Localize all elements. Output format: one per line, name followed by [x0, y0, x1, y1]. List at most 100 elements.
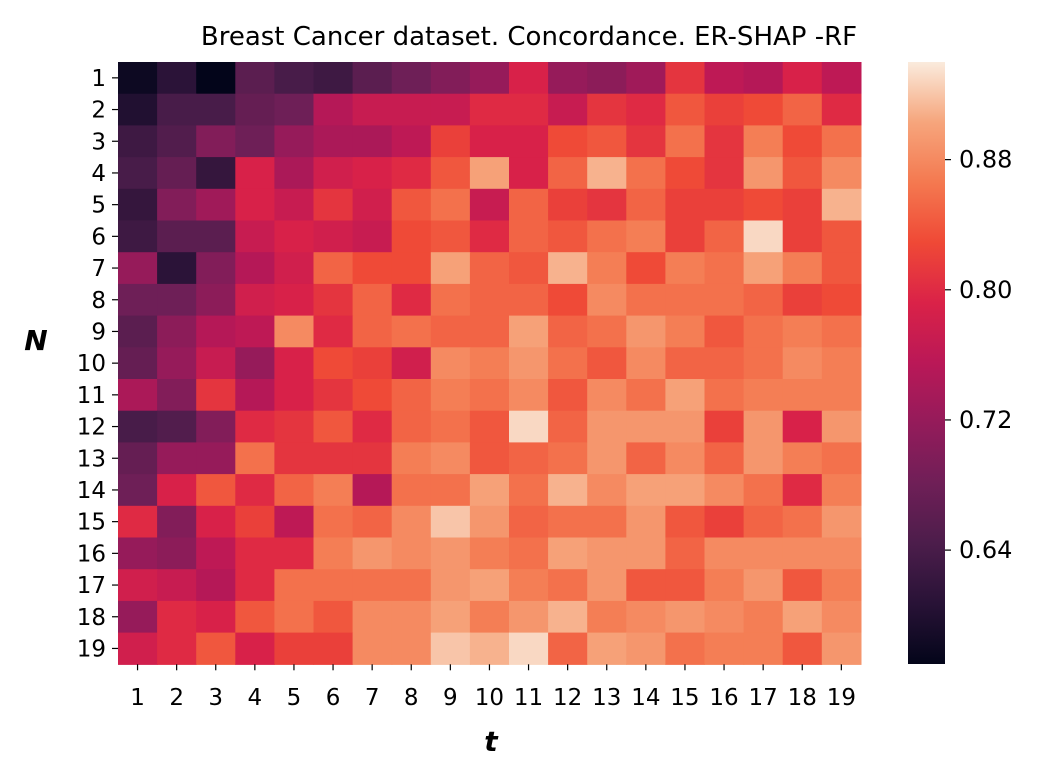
heatmap-cell	[587, 505, 627, 539]
heatmap-cell	[704, 252, 745, 285]
x-tick-label: 15	[670, 685, 699, 711]
heatmap-cell	[704, 220, 745, 253]
heatmap-cell	[626, 474, 666, 507]
y-tick-label: 14	[77, 478, 106, 504]
x-tick-label: 1	[130, 685, 145, 711]
heatmap-cell	[821, 62, 862, 95]
heatmap-cell	[235, 188, 275, 222]
heatmap-cell	[704, 537, 745, 570]
heatmap-cell	[235, 283, 275, 317]
heatmap-cell	[548, 125, 588, 158]
heatmap-cell	[782, 315, 823, 348]
heatmap-cell	[352, 474, 393, 507]
heatmap-cell	[469, 315, 510, 348]
heatmap-cell	[430, 315, 471, 348]
heatmap-cell	[352, 379, 393, 412]
heatmap-cell	[509, 474, 549, 507]
x-axis-label: t	[484, 725, 499, 758]
heatmap-cell	[352, 157, 393, 190]
heatmap-cell	[352, 442, 393, 475]
heatmap-cell	[235, 474, 275, 507]
heatmap-cell	[274, 505, 315, 539]
heatmap-cell	[704, 410, 745, 443]
heatmap-cell	[509, 283, 549, 317]
x-tick-label: 11	[514, 685, 543, 711]
heatmap-cell	[352, 505, 393, 539]
heatmap-cell	[665, 93, 706, 126]
heatmap-cell	[743, 157, 784, 190]
heatmap-cell	[235, 379, 275, 412]
heatmap-cell	[274, 537, 315, 570]
colorbar-tick-label: 0.80	[959, 276, 1012, 304]
heatmap-cell	[548, 410, 588, 443]
heatmap-cell	[743, 505, 784, 539]
heatmap-cell	[743, 569, 784, 602]
heatmap-cell	[665, 442, 706, 475]
y-tick-label: 13	[77, 446, 106, 472]
heatmap-cell	[196, 442, 236, 475]
heatmap-cell	[469, 505, 510, 539]
heatmap-cell	[743, 600, 784, 634]
heatmap-cell	[196, 315, 236, 348]
x-tick-label: 6	[326, 685, 341, 711]
heatmap-cell	[743, 537, 784, 570]
heatmap-cell	[469, 442, 510, 475]
heatmap-cell	[743, 379, 784, 412]
heatmap-cell	[235, 315, 275, 348]
heatmap-cell	[157, 125, 197, 158]
heatmap-cell	[665, 315, 706, 348]
heatmap-cell	[548, 315, 588, 348]
heatmap-cell	[352, 125, 393, 158]
heatmap-cell	[118, 537, 158, 570]
y-tick-label: 16	[77, 541, 106, 567]
heatmap-cell	[469, 474, 510, 507]
heatmap-cell	[235, 347, 275, 380]
heatmap-cell	[235, 252, 275, 285]
heatmap-cell	[157, 442, 197, 475]
heatmap-cell	[391, 188, 432, 222]
heatmap-cell	[391, 125, 432, 158]
heatmap-cell	[509, 442, 549, 475]
heatmap-cell	[704, 315, 745, 348]
y-tick-label: 9	[91, 319, 106, 345]
heatmap-cell	[782, 442, 823, 475]
heatmap-cell	[391, 474, 432, 507]
heatmap-cell	[587, 125, 627, 158]
heatmap-cell	[587, 379, 627, 412]
heatmap-cell	[313, 125, 354, 158]
x-tick-label: 8	[404, 685, 419, 711]
x-tick-label: 4	[248, 685, 263, 711]
heatmap-cell	[430, 125, 471, 158]
heatmap-cell	[509, 93, 549, 126]
heatmap-cell	[352, 537, 393, 570]
heatmap-cell	[391, 600, 432, 634]
heatmap-cell	[821, 600, 862, 634]
heatmap-cell	[391, 93, 432, 126]
heatmap-cell	[626, 442, 666, 475]
heatmap-cell	[509, 188, 549, 222]
heatmap-cell	[157, 93, 197, 126]
heatmap-cell	[274, 442, 315, 475]
heatmap-cell	[626, 157, 666, 190]
heatmap-cell	[274, 220, 315, 253]
heatmap-cell	[118, 505, 158, 539]
x-tick-label: 13	[592, 685, 621, 711]
heatmap-cell	[704, 125, 745, 158]
heatmap-cell	[587, 283, 627, 317]
heatmap-cell	[235, 632, 275, 665]
heatmap-cell	[626, 188, 666, 222]
heatmap-cell	[509, 379, 549, 412]
heatmap-cell	[509, 410, 549, 443]
heatmap-cell	[313, 347, 354, 380]
heatmap-cell	[782, 220, 823, 253]
heatmap-cell	[704, 93, 745, 126]
y-tick-label: 10	[77, 351, 106, 377]
x-tick-label: 10	[475, 685, 504, 711]
heatmap-cell	[235, 600, 275, 634]
y-tick-label: 19	[77, 636, 106, 662]
heatmap-cell	[509, 632, 549, 665]
heatmap-cell	[469, 220, 510, 253]
heatmap-cell	[704, 188, 745, 222]
heatmap-cell	[313, 315, 354, 348]
heatmap-cell	[665, 347, 706, 380]
